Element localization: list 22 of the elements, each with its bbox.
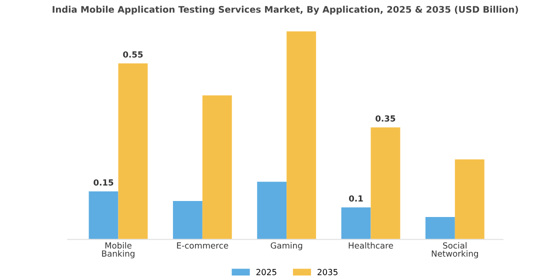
bar <box>425 217 455 240</box>
data-label: 0.35 <box>376 115 396 122</box>
x-tick-label: E-commerce <box>177 242 228 249</box>
data-label: 0.1 <box>349 195 363 202</box>
bar <box>286 31 316 240</box>
bar <box>341 207 371 240</box>
bar <box>454 159 484 240</box>
x-tick-label: Healthcare <box>348 242 394 249</box>
bar <box>172 201 202 240</box>
x-tick-label: Gaming <box>270 242 302 250</box>
x-tick-label: Mobile Banking <box>102 242 134 258</box>
chart-title: India Mobile Application Testing Services Market, By Application, 2025 & 2035 (USD Billion) <box>52 6 518 15</box>
bar <box>370 127 400 240</box>
bar <box>202 95 232 240</box>
bar <box>257 182 287 240</box>
data-label: 0.55 <box>123 51 143 58</box>
bar <box>88 191 118 240</box>
legend-label: 2025 <box>256 268 276 276</box>
legend-label: 2035 <box>318 268 338 276</box>
x-tick-label: Social Networking <box>432 242 478 258</box>
bar <box>118 63 148 240</box>
data-label: 0.15 <box>94 179 114 186</box>
